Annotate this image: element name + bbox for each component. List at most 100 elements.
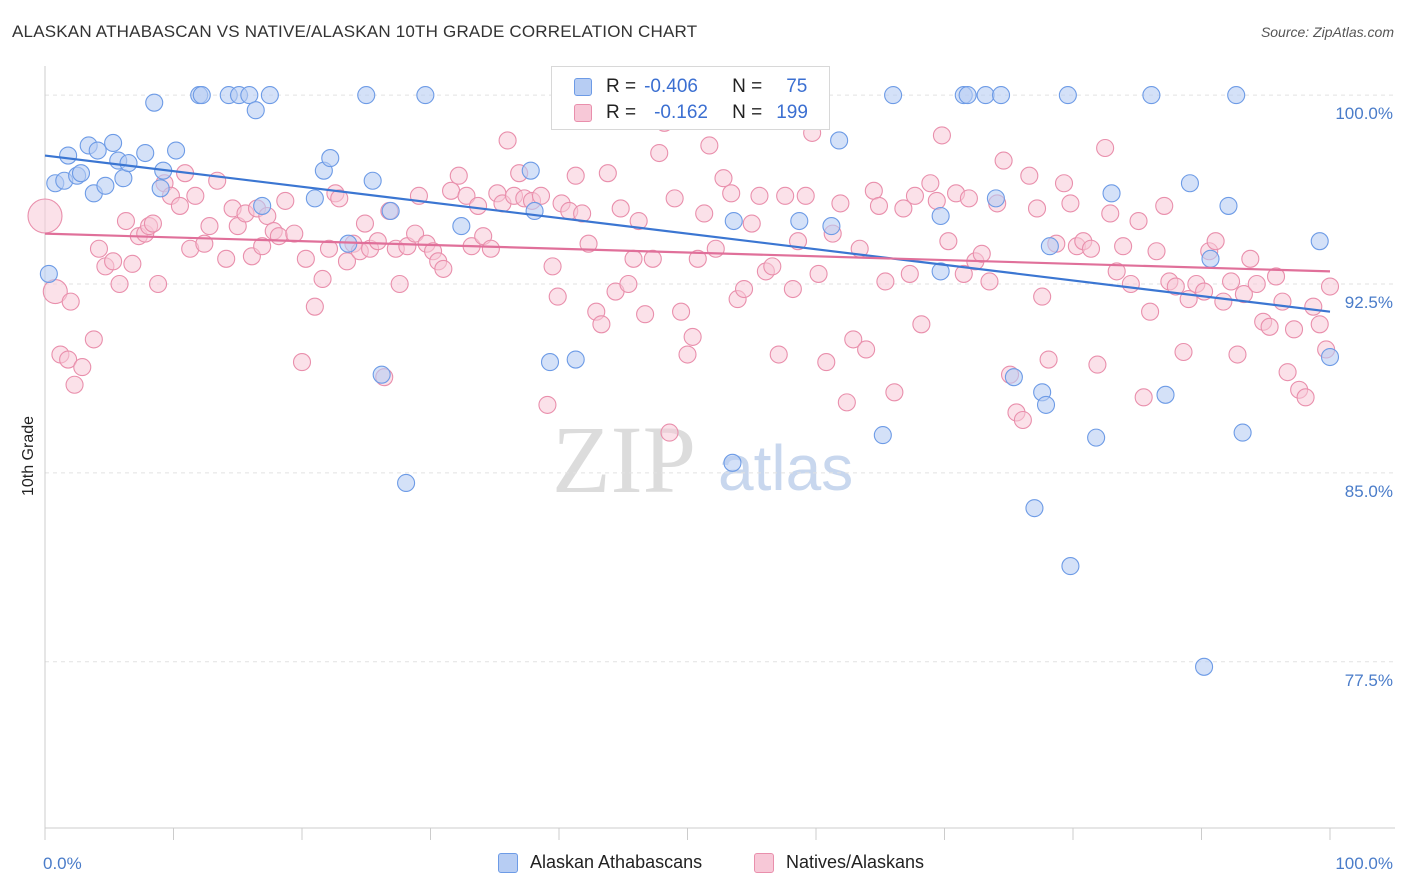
- athabascan-point: [1195, 657, 1214, 676]
- athabascan-point: [167, 141, 186, 160]
- native-alaskan-point: [972, 244, 991, 263]
- series-legend: Alaskan Athabascans Natives/Alaskans: [0, 852, 1406, 876]
- native-alaskan-point: [869, 196, 889, 215]
- athabascan-point: [151, 179, 170, 198]
- athabascan-point: [192, 86, 211, 105]
- native-alaskan-point: [611, 199, 630, 218]
- y-tick-label: 92.5%: [1345, 293, 1393, 312]
- legend-r-label: R =: [606, 76, 637, 97]
- athabascan-point: [958, 86, 977, 105]
- athabascan-point: [88, 141, 107, 160]
- native-alaskan-point: [449, 166, 468, 185]
- athabascan-point: [1320, 347, 1340, 367]
- native-alaskan-point: [1096, 138, 1115, 158]
- native-alaskan-point: [186, 186, 205, 205]
- native-alaskan-point: [1054, 174, 1074, 193]
- native-alaskan-point: [200, 217, 219, 236]
- athabascan-point: [1180, 174, 1199, 193]
- y-tick-labels: 100.0% 92.5% 85.0% 77.5%: [1335, 104, 1393, 690]
- native-alaskan-point: [1174, 342, 1193, 362]
- native-alaskan-point: [905, 186, 924, 205]
- legend-n-label: N =: [732, 102, 763, 123]
- athabascan-point: [397, 473, 416, 493]
- native-alaskan-point: [457, 186, 476, 205]
- athabascan-point: [976, 86, 995, 105]
- native-alaskan-point: [1020, 166, 1039, 185]
- native-alaskan-point: [643, 249, 662, 268]
- athabascan-point: [114, 169, 133, 188]
- native-alaskan-point: [406, 224, 425, 243]
- native-alaskan-point: [844, 330, 863, 349]
- athabascan-point: [1156, 385, 1175, 404]
- legend-n-value: 75: [786, 76, 808, 97]
- native-alaskan-point: [776, 186, 795, 205]
- legend-swatch-blue: [498, 852, 518, 873]
- athabascan-point: [991, 86, 1011, 105]
- x-tick-label: 100.0%: [1335, 854, 1393, 873]
- watermark: ZIP atlas: [552, 406, 853, 513]
- native-alaskan-point: [1101, 204, 1120, 223]
- native-alaskan-point: [959, 189, 978, 208]
- athabascan-point: [1310, 232, 1329, 251]
- native-alaskan-point: [498, 131, 517, 150]
- native-alaskan-point: [104, 252, 123, 271]
- athabascan-point: [253, 196, 272, 215]
- athabascan-point: [452, 217, 471, 236]
- y-tick-label: 85.0%: [1345, 482, 1393, 501]
- native-alaskan-point: [1114, 237, 1133, 256]
- native-alaskan-point: [116, 211, 136, 231]
- native-alaskan-point: [1061, 194, 1080, 213]
- athabascan-point: [1004, 368, 1023, 387]
- native-alaskan-point: [65, 375, 84, 394]
- athabascan-point: [363, 171, 382, 190]
- athabascan-point: [873, 426, 892, 445]
- legend-r-label: R =: [606, 102, 637, 123]
- native-alaskan-point: [1214, 292, 1233, 311]
- native-alaskan-point: [1147, 242, 1166, 261]
- native-alaskan-trendline: [44, 232, 1331, 273]
- native-alaskan-point: [313, 269, 332, 289]
- axes: [44, 66, 1395, 840]
- native-alaskan-point: [573, 204, 592, 223]
- legend-n-label: N =: [732, 76, 763, 97]
- native-alaskan-point: [1320, 277, 1340, 296]
- native-alaskan-point: [292, 353, 312, 372]
- native-alaskan-point: [1278, 363, 1297, 382]
- y-tick-label: 100.0%: [1335, 104, 1393, 123]
- native-alaskan-point: [619, 274, 638, 294]
- native-alaskan-point: [894, 199, 913, 218]
- athabascan-point: [790, 211, 809, 231]
- athabascan-point: [1087, 428, 1106, 447]
- athabascan-point: [1142, 86, 1161, 105]
- y-tick-label: 77.5%: [1345, 671, 1393, 690]
- native-alaskan-point: [932, 126, 951, 145]
- native-alaskan-point: [678, 345, 697, 364]
- watermark-zip: ZIP: [552, 406, 696, 513]
- watermark-atlas: atlas: [718, 432, 853, 504]
- athabascan-point: [1227, 86, 1246, 105]
- athabascan-point: [1233, 423, 1252, 442]
- native-alaskan-point: [1222, 272, 1241, 291]
- native-alaskan-point: [442, 181, 461, 200]
- native-alaskan-point: [700, 136, 719, 155]
- legend-r-value: -0.406: [644, 76, 698, 97]
- native-alaskan-point: [939, 232, 958, 251]
- native-alaskan-point: [750, 186, 769, 205]
- athabascan-point: [305, 189, 324, 208]
- athabascan-point: [321, 149, 340, 168]
- native-alaskan-point: [538, 395, 557, 414]
- native-alaskan-point: [355, 214, 375, 233]
- native-alaskan-point: [1296, 388, 1315, 407]
- legend-r-value: -0.162: [654, 102, 708, 123]
- native-alaskan-point: [912, 315, 931, 334]
- native-alaskan-point: [285, 224, 304, 243]
- native-alaskan-point: [624, 249, 643, 268]
- native-alaskan-point: [73, 358, 92, 377]
- legend-item-label: Alaskan Athabascans: [530, 852, 703, 872]
- native-alaskan-point: [900, 264, 919, 283]
- native-alaskan-point: [1228, 345, 1247, 364]
- native-alaskan-point: [665, 189, 684, 208]
- native-alaskan-point: [857, 340, 876, 359]
- native-alaskan-point: [143, 214, 162, 233]
